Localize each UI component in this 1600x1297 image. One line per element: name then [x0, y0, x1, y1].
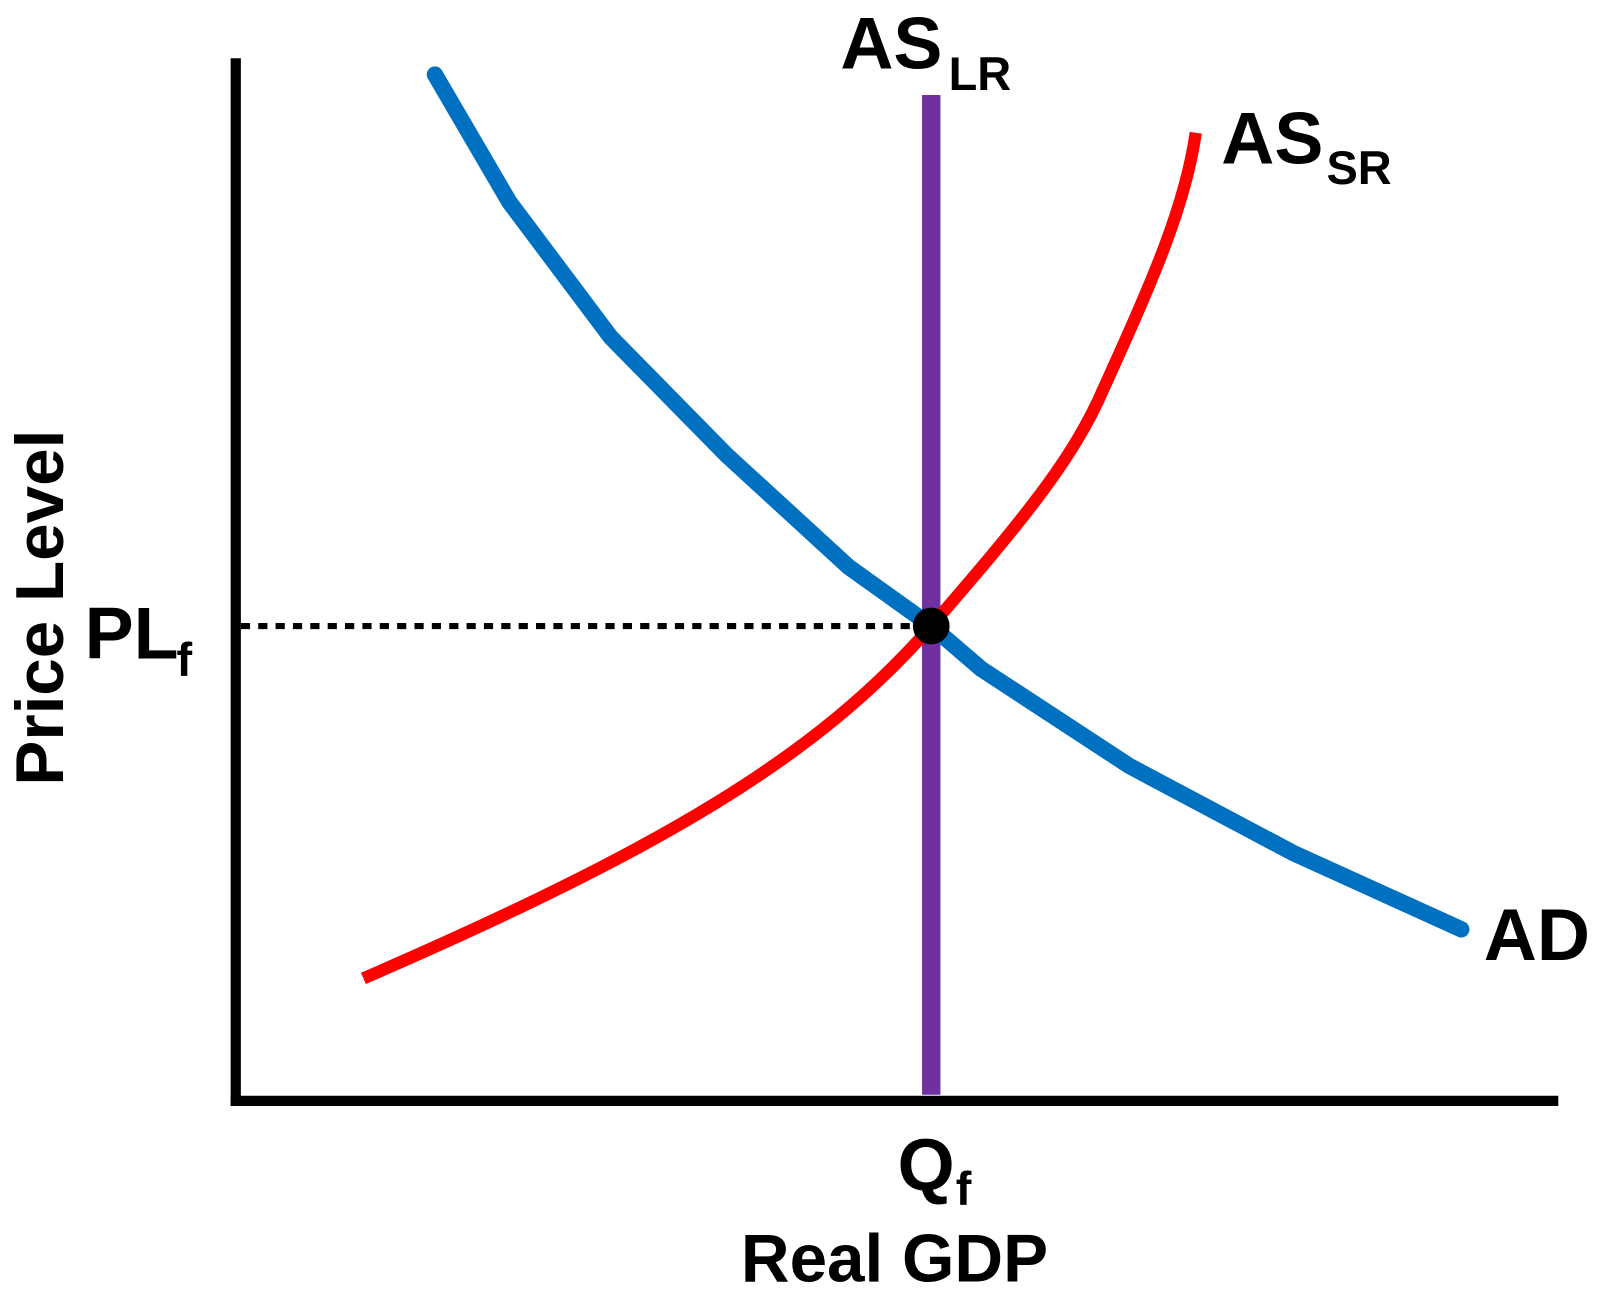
sras-curve — [360, 131, 1202, 984]
lras-label: AS — [840, 1, 942, 84]
sras-label: AS — [1221, 96, 1323, 179]
sras-subscript: SR — [1326, 141, 1391, 194]
ad-curve — [426, 66, 1470, 938]
ad-label: AD — [1484, 893, 1590, 976]
x-axis-label: Real GDP — [741, 1222, 1048, 1297]
price-subscript: f — [177, 633, 193, 686]
quantity-label: Q — [898, 1123, 955, 1206]
equilibrium-point — [912, 607, 950, 645]
quantity-subscript: f — [956, 1162, 972, 1215]
y-axis-label: Price Level — [3, 430, 78, 786]
price-label: PL — [85, 592, 179, 675]
lras-subscript: LR — [949, 47, 1012, 100]
